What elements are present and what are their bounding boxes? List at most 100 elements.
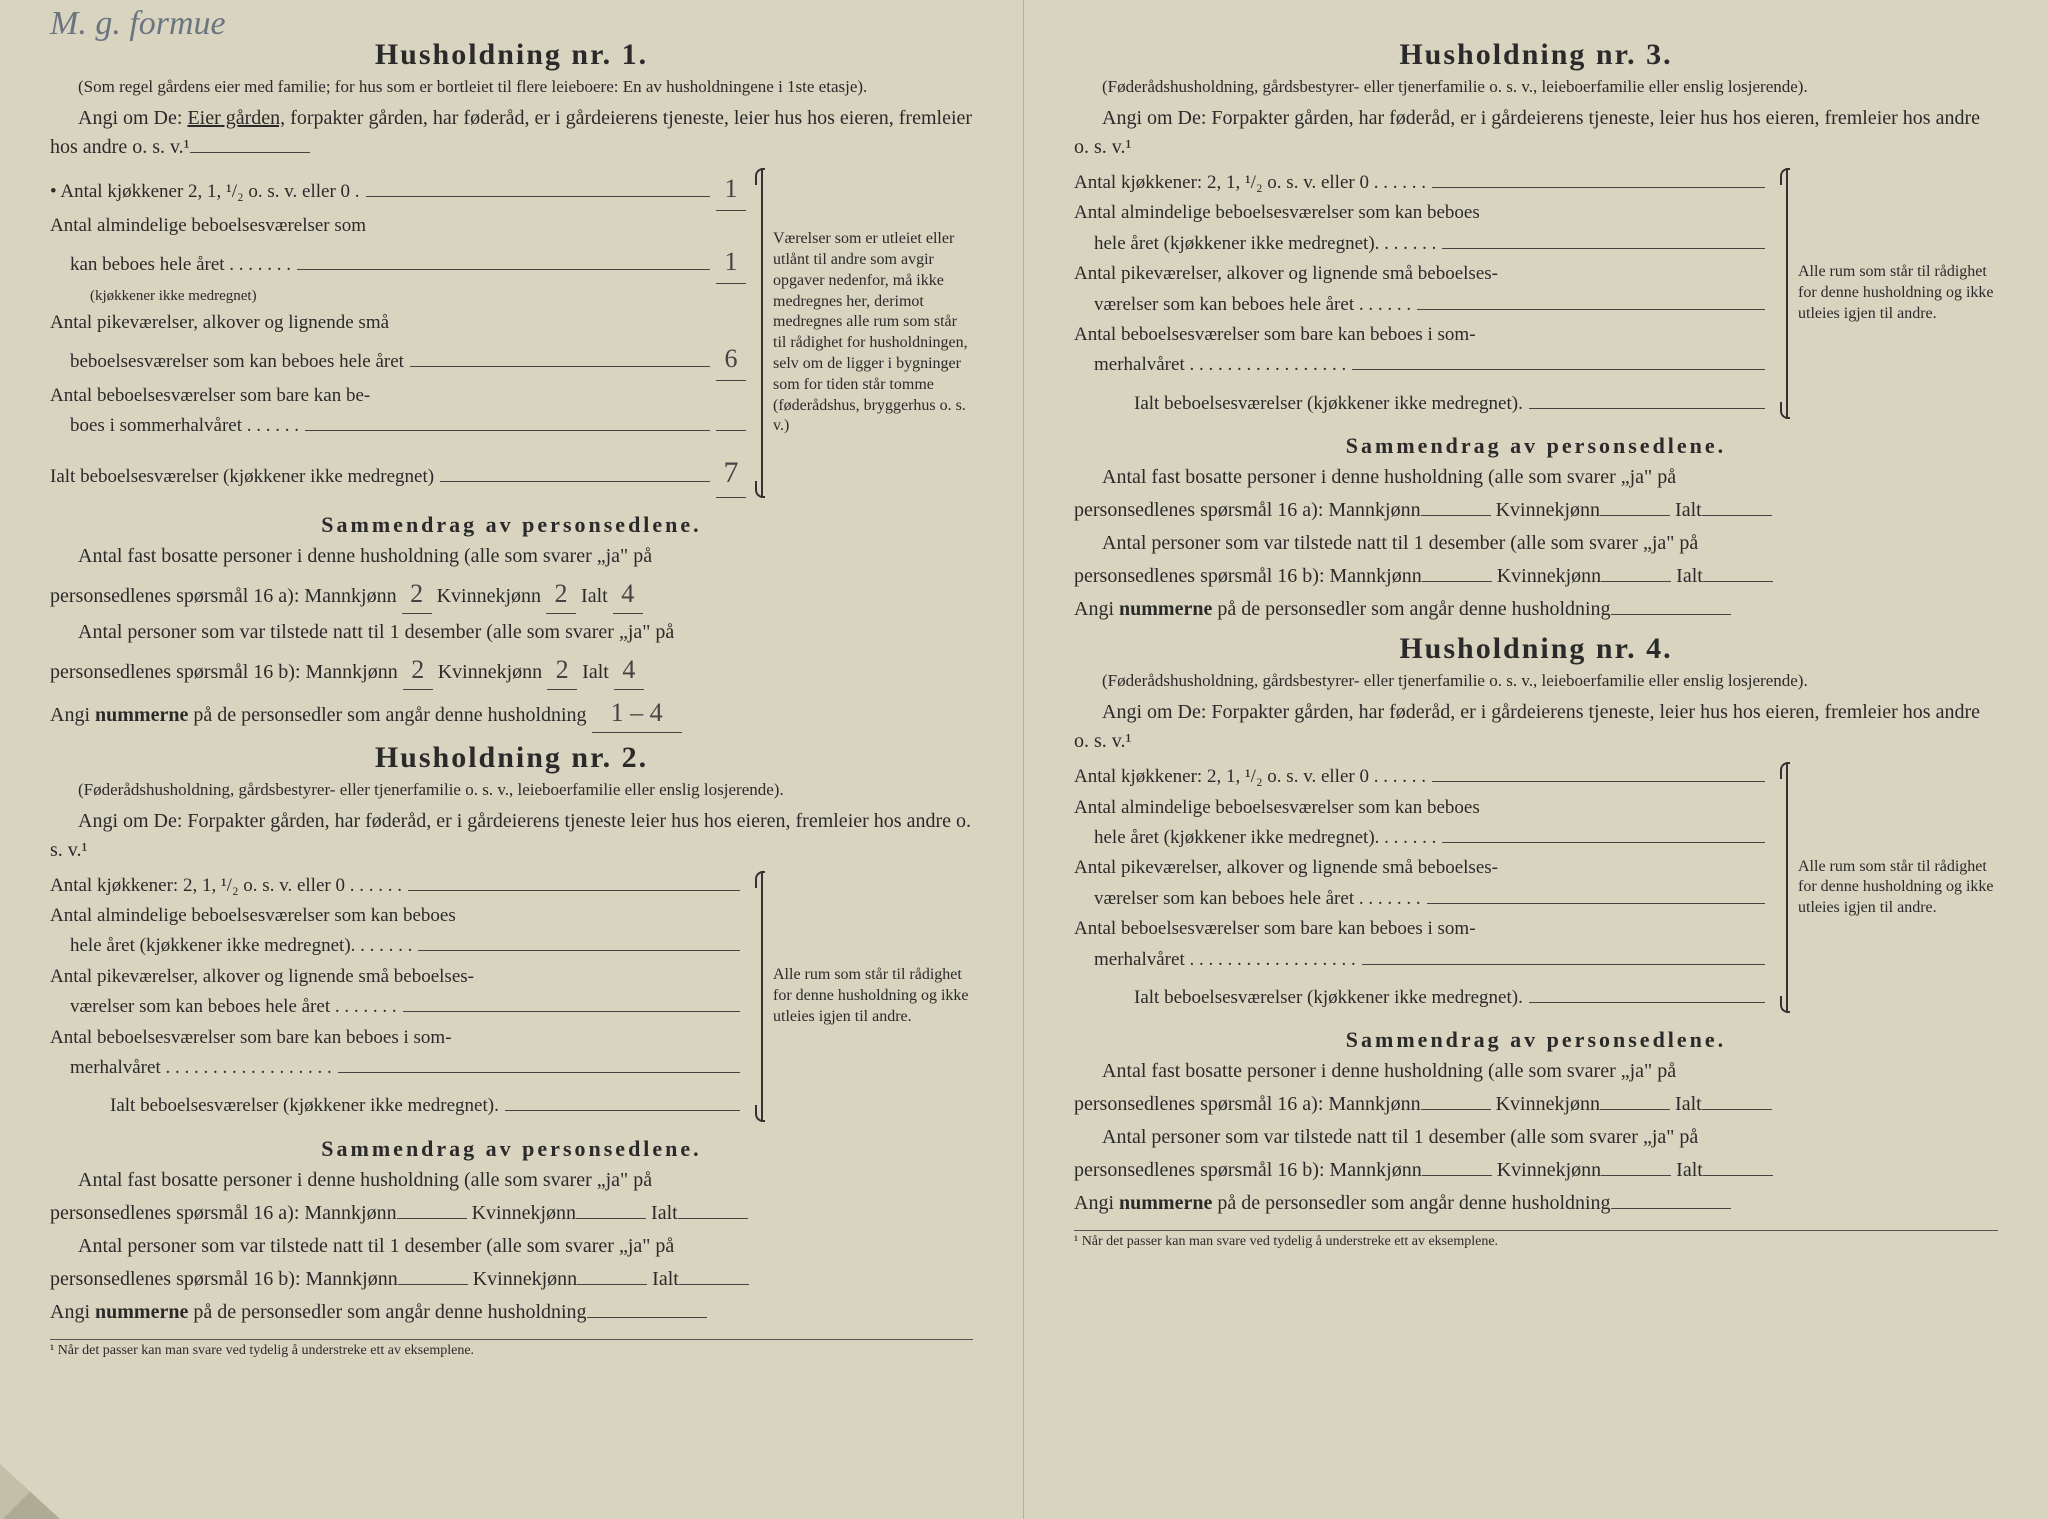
h4-sum-intro: Antal fast bosatte personer i denne hush… [1074,1057,1998,1086]
h1-alm1: Antal almindelige beboelsesværelser som [50,211,366,241]
h2-pike1: Antal pikeværelser, alkover og lignende … [50,962,474,992]
h4-pike1: Antal pikeværelser, alkover og lignende … [1074,853,1498,883]
h3-fields: Antal kjøkkener: 2, 1, ¹/₂ o. s. v. elle… [1074,168,1771,419]
h4-kjokken: Antal kjøkkener: 2, 1, ¹/₂ o. s. v. elle… [1074,762,1426,792]
h2-16b-label: personsedlenes spørsmål 16 b): Mannkjønn [50,1268,398,1290]
h2-16b-row: personsedlenes spørsmål 16 b): Mannkjønn… [50,1265,973,1294]
h1-16b-ialt-l: Ialt [582,661,609,683]
h2-subnote: (Føderådshusholdning, gårdsbestyrer- ell… [50,779,973,801]
h4-16a-ialt-l: Ialt [1675,1093,1702,1115]
h2-pike2: værelser som kan beboes hele året . . . … [70,992,397,1022]
h4-subnote: (Føderådshusholdning, gårdsbestyrer- ell… [1074,670,1998,692]
h1-som2: boes i sommerhalvåret . . . . . . [70,411,299,441]
h3-16b-label: personsedlenes spørsmål 16 b): Mannkjønn [1074,565,1422,587]
h4-16b-ialt-l: Ialt [1676,1159,1703,1181]
h1-16a-label: personsedlenes spørsmål 16 a): Mannkjønn [50,585,397,607]
h4-sum-present: Antal personer som var tilstede natt til… [1074,1123,1998,1152]
h3-kjokken: Antal kjøkkener: 2, 1, ¹/₂ o. s. v. elle… [1074,168,1426,198]
h1-title: Husholdning nr. 1. [50,38,973,72]
h3-angi-num-row: Angi nummerne på de personsedler som ang… [1074,595,1998,624]
h2-ialt: Ialt beboelsesværelser (kjøkkener ikke m… [110,1091,499,1121]
h1-angi-num-val: 1 – 4 [592,694,682,733]
h1-16b-kv: Kvinnekjønn [438,661,542,683]
h4-fields-row: Antal kjøkkener: 2, 1, ¹/₂ o. s. v. elle… [1074,762,1998,1013]
right-footnote: ¹ Når det passer kan man svare ved tydel… [1074,1230,1998,1250]
h3-angi-num: Angi nummerne på de personsedler som ang… [1074,598,1611,620]
h1-16a-m: 2 [402,575,432,614]
h1-16a-k: 2 [546,575,576,614]
h1-ialt-val: 7 [716,449,746,498]
h3-som2: merhalvåret . . . . . . . . . . . . . . … [1094,350,1346,380]
h1-angi: Angi om De: Eier gården, forpakter gårde… [50,104,973,162]
h3-angi: Angi om De: Forpakter gården, har føderå… [1074,104,1998,162]
h1-sum-present: Antal personer som var tilstede natt til… [50,618,973,647]
h3-sum-present: Antal personer som var tilstede natt til… [1074,529,1998,558]
h3-16a-row: personsedlenes spørsmål 16 a): Mannkjønn… [1074,496,1998,525]
h1-som-val [716,430,746,431]
left-page: M. g. formue Husholdning nr. 1. (Som reg… [0,0,1024,1519]
h1-som1: Antal beboelsesværelser som bare kan be- [50,381,370,411]
h4-angi-num: Angi nummerne på de personsedler som ang… [1074,1192,1611,1214]
right-page: Husholdning nr. 3. (Føderådshusholdning,… [1024,0,2048,1519]
h1-16b-m: 2 [403,651,433,690]
h1-angi-num: Angi nummerne på de personsedler som ang… [50,704,587,726]
h3-16b-row: personsedlenes spørsmål 16 b): Mannkjønn… [1074,562,1998,591]
h1-16b-ialt: 4 [614,651,644,690]
h4-angi: Angi om De: Forpakter gården, har føderå… [1074,698,1998,756]
h4-16a-label: personsedlenes spørsmål 16 a): Mannkjønn [1074,1093,1421,1115]
h2-16a-ialt-l: Ialt [651,1202,678,1224]
h1-alm2: kan beboes hele året . . . . . . . [70,250,291,280]
h4-pike2: værelser som kan beboes hele året . . . … [1094,884,1421,914]
h3-summary-title: Sammendrag av personsedlene. [1074,433,1998,459]
h3-ialt: Ialt beboelsesværelser (kjøkkener ikke m… [1134,389,1523,419]
left-footnote: ¹ Når det passer kan man svare ved tydel… [50,1339,973,1359]
h1-angi-text: Angi om De: Eier gården, forpakter gårde… [50,107,972,158]
h3-sum-intro: Antal fast bosatte personer i denne hush… [1074,463,1998,492]
h1-16a-kv: Kvinnekjønn [437,585,541,607]
h1-summary-title: Sammendrag av personsedlene. [50,512,973,538]
h1-pike2: beboelsesværelser som kan beboes hele år… [70,347,404,377]
h1-16a-row: personsedlenes spørsmål 16 a): Mannkjønn… [50,575,973,614]
h2-kjokken: Antal kjøkkener: 2, 1, ¹/₂ o. s. v. elle… [50,871,402,901]
h4-16b-label: personsedlenes spørsmål 16 b): Mannkjønn [1074,1159,1422,1181]
h3-16a-ialt-l: Ialt [1675,499,1702,521]
h2-16a-row: personsedlenes spørsmål 16 a): Mannkjønn… [50,1199,973,1228]
h4-ialt: Ialt beboelsesværelser (kjøkkener ikke m… [1134,983,1523,1013]
document-page: M. g. formue Husholdning nr. 1. (Som reg… [0,0,2048,1519]
h1-16a-ialt: 4 [613,575,643,614]
h1-alm-note: (kjøkkener ikke medregnet) [90,284,257,308]
h2-title: Husholdning nr. 2. [50,741,973,775]
h2-fields-row: Antal kjøkkener: 2, 1, ¹/₂ o. s. v. elle… [50,871,973,1122]
h2-sum-intro: Antal fast bosatte personer i denne hush… [50,1166,973,1195]
h2-16b-ialt-l: Ialt [652,1268,679,1290]
h4-16a-kv: Kvinnekjønn [1496,1093,1600,1115]
h3-bracket-note: Alle rum som står til rådighet for denne… [1786,168,1998,419]
h4-16b-row: personsedlenes spørsmål 16 b): Mannkjønn… [1074,1156,1998,1185]
h1-pike-val: 6 [716,338,746,381]
h2-angi-num-row: Angi nummerne på de personsedler som ang… [50,1298,973,1327]
h3-title: Husholdning nr. 3. [1074,38,1998,72]
h3-16b-kv: Kvinnekjønn [1497,565,1601,587]
h2-bracket-note: Alle rum som står til rådighet for denne… [761,871,973,1122]
h1-pike1: Antal pikeværelser, alkover og lignende … [50,308,389,338]
h1-16b-label: personsedlenes spørsmål 16 b): Mannkjønn [50,661,398,683]
h3-pike2: værelser som kan beboes hele året . . . … [1094,290,1411,320]
h2-sum-present: Antal personer som var tilstede natt til… [50,1232,973,1261]
h1-sum-intro: Antal fast bosatte personer i denne hush… [50,542,973,571]
h3-16a-kv: Kvinnekjønn [1496,499,1600,521]
h4-16a-row: personsedlenes spørsmål 16 a): Mannkjønn… [1074,1090,1998,1119]
h2-som1: Antal beboelsesværelser som bare kan beb… [50,1023,452,1053]
h1-angi-num-row: Angi nummerne på de personsedler som ang… [50,694,973,733]
h1-16b-row: personsedlenes spørsmål 16 b): Mannkjønn… [50,651,973,690]
h1-bracket-note: Værelser som er utleiet eller utlånt til… [761,168,973,498]
h4-alm2: hele året (kjøkkener ikke medregnet). . … [1094,823,1436,853]
h1-kjokken-val: 1 [716,168,746,211]
h2-angi: Angi om De: Forpakter gården, har føderå… [50,807,973,865]
handwritten-note: M. g. formue [50,5,226,43]
h3-pike1: Antal pikeværelser, alkover og lignende … [1074,259,1498,289]
h4-som2: merhalvåret . . . . . . . . . . . . . . … [1094,945,1356,975]
h3-subnote: (Føderådshusholdning, gårdsbestyrer- ell… [1074,76,1998,98]
h4-fields: Antal kjøkkener: 2, 1, ¹/₂ o. s. v. elle… [1074,762,1771,1013]
h2-fields: Antal kjøkkener: 2, 1, ¹/₂ o. s. v. elle… [50,871,746,1122]
h1-ialt: Ialt beboelsesværelser (kjøkkener ikke m… [50,462,434,492]
